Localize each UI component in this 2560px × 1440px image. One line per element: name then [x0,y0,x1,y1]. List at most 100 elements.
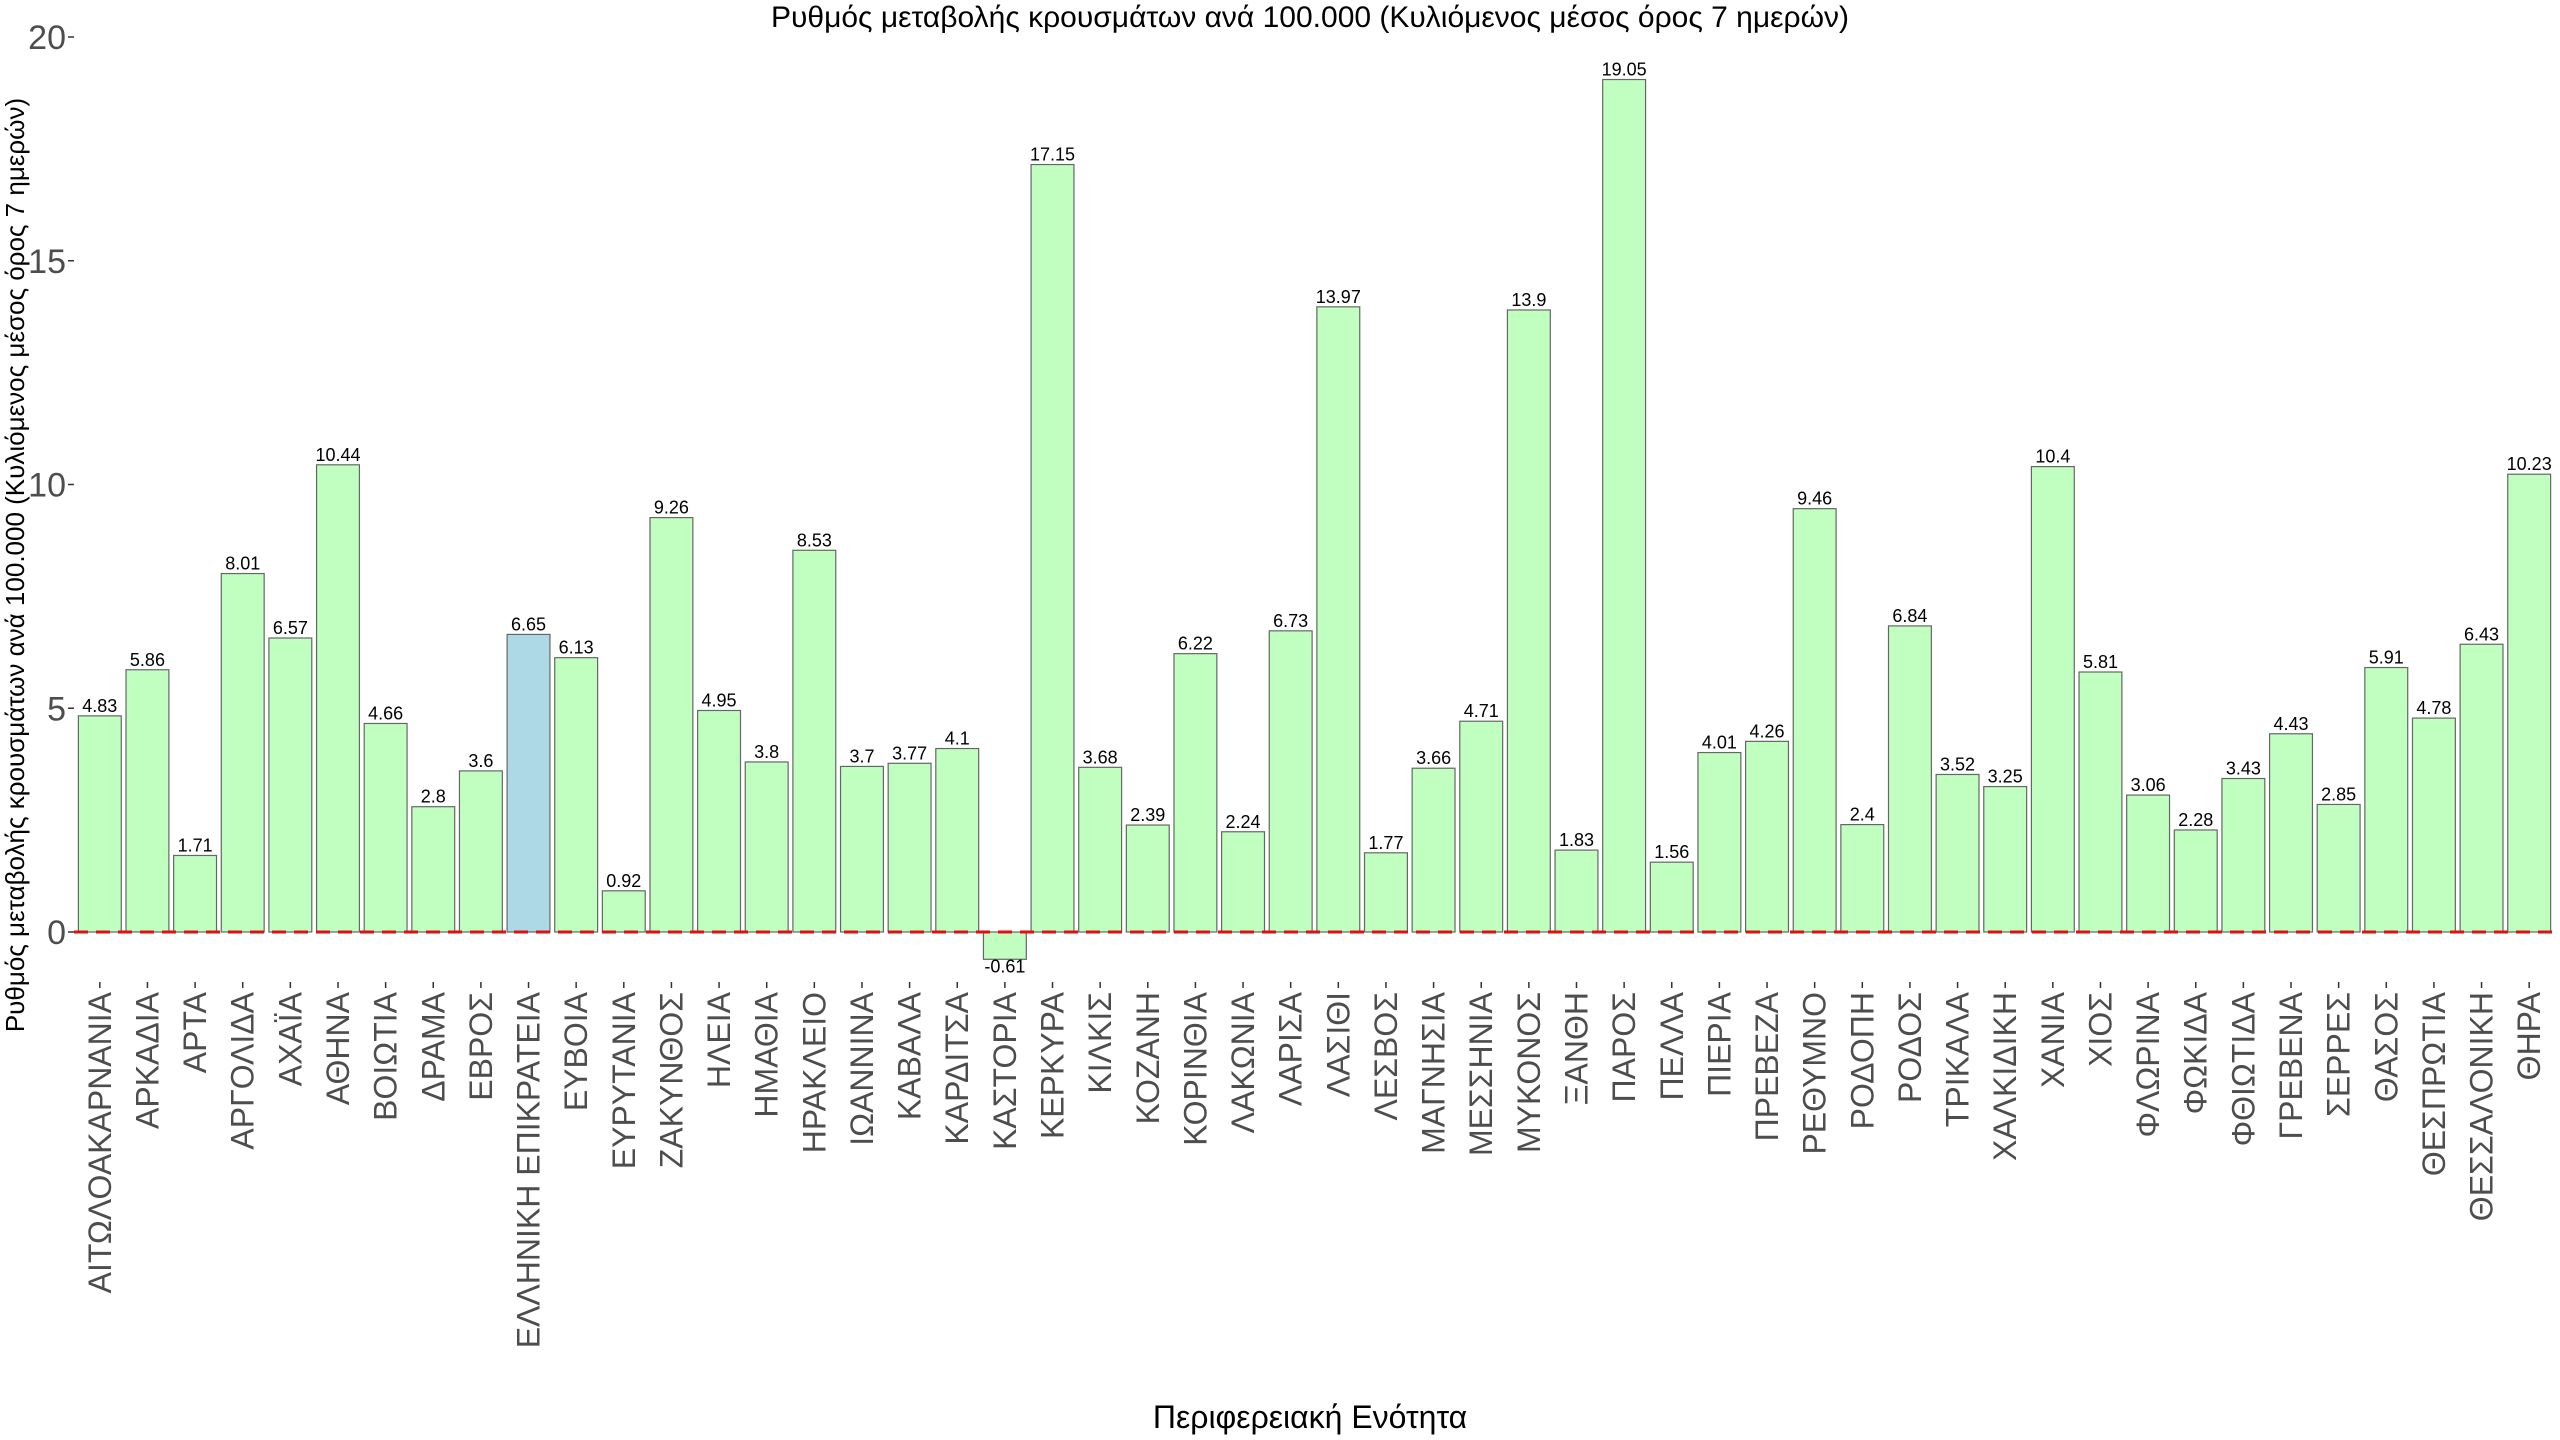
x-tick-label: ΗΛΕΙΑ [701,991,737,1088]
data-label: 13.97 [1316,287,1361,307]
bar [1030,163,1075,933]
bar [1078,766,1123,933]
x-tick-label: ΛΑΚΩΝΙΑ [1225,991,1261,1133]
data-label: 6.22 [1178,634,1213,654]
data-label: 13.9 [1511,290,1546,310]
x-tick-label: ΧΑΛΚΙΔΙΚΗ [1987,992,2023,1161]
x-tick-label: ΚΑΒΑΛΑ [892,991,928,1120]
x-tick-label: ΡΟΔΟΠΗ [1844,992,1880,1129]
data-label: 0.92 [606,871,641,891]
data-label: 3.7 [849,746,874,766]
bar [2268,733,2314,933]
data-label: 17.15 [1030,145,1075,165]
bar [411,806,456,933]
data-label: 4.66 [368,703,403,723]
bar [2411,717,2456,933]
bar [315,464,361,933]
data-label: 6.43 [2464,624,2499,644]
bar [1840,823,1885,933]
bar [1316,306,1361,933]
data-label: 3.66 [1416,748,1451,768]
bar [1649,861,1694,933]
bar [1459,720,1504,933]
x-tick-label: ΑΘΗΝΑ [320,991,356,1105]
bar [1697,751,1742,933]
bar [1935,773,1980,933]
bar [1983,785,2028,933]
bar [839,765,885,933]
x-tick-label: ΕΒΡΟΣ [463,992,499,1101]
x-tick-label: ΑΡΚΑΔΙΑ [129,991,165,1129]
data-label: 3.43 [2226,759,2261,779]
bar [125,669,170,933]
data-label: 8.01 [225,554,260,574]
bar [77,715,122,933]
x-tick-label: ΠΡΕΒΕΖΑ [1749,991,1785,1141]
x-tick-label: ΜΥΚΟΝΟΣ [1511,992,1547,1153]
bar [1554,849,1599,933]
data-label: 19.05 [1602,60,1647,80]
x-tick-label: ΛΑΣΙΘΙ [1320,992,1356,1097]
x-tick-label: ΕΛΛΗΝΙΚΗ ΕΠΙΚΡΑΤΕΙΑ [511,991,547,1348]
data-label: 3.25 [1988,767,2023,787]
x-tick-label: ΚΑΡΔΙΤΣΑ [939,991,975,1144]
x-tick-label: ΗΜΑΘΙΑ [749,991,785,1117]
x-tick-label: ΤΡΙΚΑΛΑ [1940,991,1976,1127]
data-label: 6.73 [1273,611,1308,631]
x-tick-label: ΞΑΝΘΗ [1558,992,1594,1105]
x-tick-label: ΘΑΣΟΣ [2368,992,2404,1102]
data-label: 4.78 [2416,698,2451,718]
data-label: 10.23 [2507,454,2552,474]
bar [1792,508,1837,933]
x-tick-label: ΖΑΚΥΝΘΟΣ [653,992,689,1168]
bar [1602,78,1647,933]
data-label: 3.8 [754,742,779,762]
bar [2173,829,2218,933]
bar [792,549,837,933]
x-tick-label: ΑΙΤΩΛΟΑΚΑΡΝΑΝΙΑ [82,991,118,1293]
bar [2030,466,2075,933]
bar [1506,309,1551,933]
data-label: 4.1 [945,729,970,749]
data-label: 5.86 [130,650,165,670]
x-tick-label: ΘΕΣΣΑΛΟΝΙΚΗ [2464,992,2500,1221]
data-label: 2.24 [1226,812,1261,832]
x-tick-label: ΛΑΡΙΣΑ [1273,991,1309,1106]
x-axis-title: Περιφερειακή Ενότητα [1153,1399,1467,1435]
x-tick-label: ΑΡΤΑ [177,991,213,1073]
data-label: 1.83 [1559,830,1594,850]
x-tick-label: ΗΡΑΚΛΕΙΟ [796,992,832,1153]
data-label: 1.77 [1368,833,1403,853]
y-tick-label: 0 [47,914,66,952]
bar [506,633,551,933]
x-tick-label: ΧΙΟΣ [2082,992,2118,1067]
bar [2126,794,2171,933]
x-tick-label: ΠΕΛΛΑ [1654,991,1690,1100]
x-tick-label: ΕΥΒΟΙΑ [558,991,594,1111]
data-label: -0.61 [984,956,1025,976]
data-label: 6.57 [273,618,308,638]
bar [173,854,218,933]
bar [554,657,599,933]
x-tick-label: ΚΙΛΚΙΣ [1082,992,1118,1094]
data-label: 2.28 [2178,810,2213,830]
data-label: 4.83 [82,696,117,716]
bar [935,747,980,933]
x-tick-label: ΑΧΑΪΑ [272,991,308,1086]
data-label: 4.71 [1464,701,1499,721]
x-tick-label: ΠΙΕΡΙΑ [1701,991,1737,1097]
bar [601,890,646,933]
bar [1268,630,1313,933]
bar [2078,671,2123,933]
bar [1887,625,1932,933]
bar [1363,852,1408,933]
data-label: 8.53 [797,530,832,550]
y-tick-label: 5 [47,690,66,728]
x-tick-label: ΦΘΙΩΤΙΔΑ [2225,991,2261,1146]
y-axis-title: Ρυθμός μεταβολής κρουσμάτων ανά 100.000 … [0,98,30,1032]
x-tick-label: ΑΡΓΟΛΙΔΑ [225,991,261,1149]
bar [744,761,789,933]
bar [2221,777,2266,933]
y-tick-label: 10 [28,467,66,505]
